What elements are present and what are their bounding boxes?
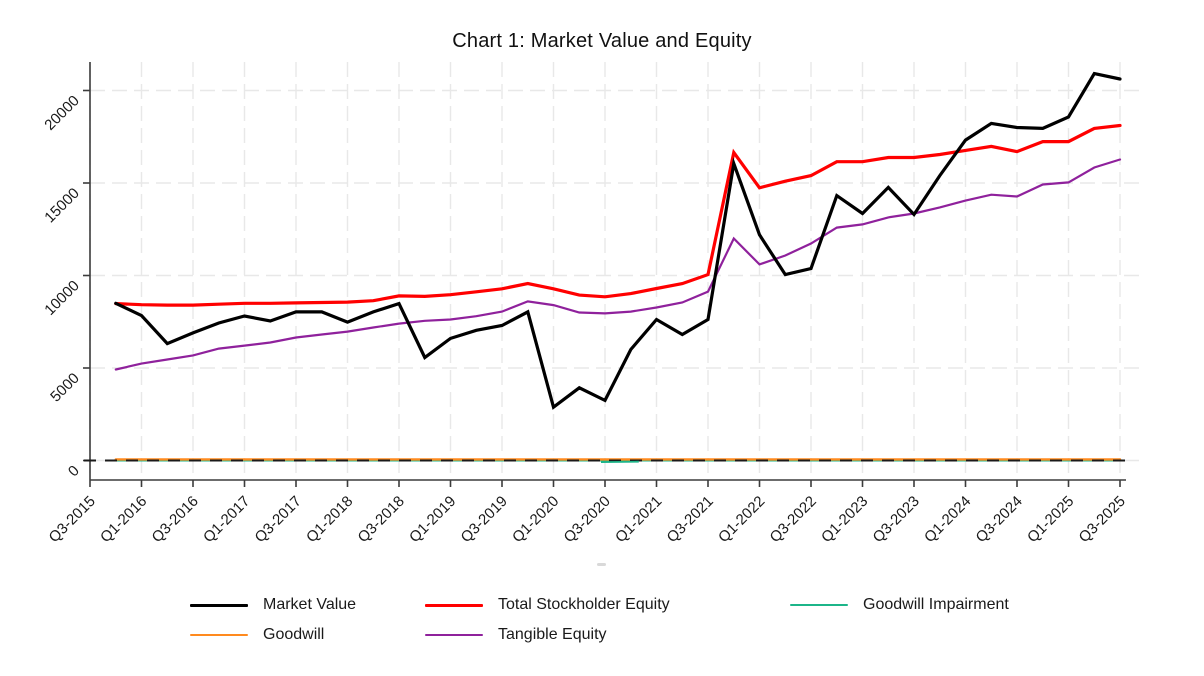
legend-label-goodwill: Goodwill bbox=[263, 626, 325, 643]
axes bbox=[83, 62, 1126, 487]
x-tick-label: Q3-2024 bbox=[973, 493, 1026, 546]
x-tick-label: Q1-2024 bbox=[921, 493, 974, 546]
legend-label-goodwill-impairment: Goodwill Impairment bbox=[863, 596, 1009, 613]
x-tick-label: Q3-2016 bbox=[149, 493, 202, 546]
x-tick-label: Q3-2019 bbox=[458, 493, 511, 546]
x-tick-label: Q1-2016 bbox=[97, 493, 150, 546]
legend-key-tangible-equity bbox=[425, 634, 483, 636]
x-tick-label: Q1-2022 bbox=[715, 493, 768, 546]
legend-label-total-stockholder-equity: Total Stockholder Equity bbox=[498, 596, 670, 613]
x-tick-label: Q3-2017 bbox=[252, 493, 305, 546]
y-tick-label: 20000 bbox=[41, 92, 83, 134]
legend-key-goodwill-impairment bbox=[790, 604, 848, 606]
series-line-market-value bbox=[114, 71, 1122, 410]
legend-item-total-stockholder-equity: Total Stockholder Equity bbox=[425, 594, 670, 616]
x-tick-label: Q1-2019 bbox=[406, 493, 459, 546]
x-tick-label: Q1-2023 bbox=[818, 493, 871, 546]
x-tick-label: Q3-2021 bbox=[664, 493, 717, 546]
y-tick-label: 5000 bbox=[47, 370, 83, 406]
y-tick-labels: 0 5000 10000 15000 20000 bbox=[41, 92, 83, 480]
x-tick-label: Q3-2022 bbox=[767, 493, 820, 546]
x-tick-label: Q3-2018 bbox=[355, 493, 408, 546]
legend-key-market-value bbox=[190, 603, 248, 607]
gridlines bbox=[89, 62, 1140, 478]
legend-item-tangible-equity: Tangible Equity bbox=[425, 624, 607, 646]
x-tick-label: Q3-2015 bbox=[46, 493, 99, 546]
chart-legend: Market Value Total Stockholder Equity Good… bbox=[0, 586, 1204, 666]
legend-label-market-value: Market Value bbox=[263, 596, 357, 613]
x-tick-label: Q1-2020 bbox=[509, 493, 562, 546]
stray-artifact bbox=[597, 563, 606, 566]
x-tick-label: Q3-2023 bbox=[870, 493, 923, 546]
series-line-total-stockholder-equity bbox=[114, 123, 1122, 307]
chart-title: Chart 1: Market Value and Equity bbox=[452, 30, 752, 52]
x-tick-label: Q3-2025 bbox=[1076, 493, 1129, 546]
legend-key-total-stockholder-equity bbox=[425, 603, 483, 607]
legend-item-market-value: Market Value bbox=[190, 594, 356, 616]
legend-item-goodwill: Goodwill bbox=[190, 624, 324, 646]
x-tick-label: Q1-2021 bbox=[612, 493, 665, 546]
x-tick-label: Q1-2018 bbox=[303, 493, 356, 546]
y-tick-label: 15000 bbox=[41, 185, 83, 227]
x-tick-labels: Q3-2015Q1-2016Q3-2016Q1-2017Q3-2017Q1-20… bbox=[46, 493, 1129, 546]
series-line-tangible-equity bbox=[114, 158, 1122, 371]
legend-item-goodwill-impairment: Goodwill Impairment bbox=[790, 594, 1009, 616]
legend-key-goodwill bbox=[190, 634, 248, 636]
x-tick-label: Q1-2025 bbox=[1024, 493, 1077, 546]
x-tick-label: Q1-2017 bbox=[200, 493, 253, 546]
chart-canvas: 05000100001500020000Q3-2015Q1-2016Q3-201… bbox=[41, 62, 1140, 566]
x-tick-label: Q3-2020 bbox=[561, 493, 614, 546]
legend-label-tangible-equity: Tangible Equity bbox=[498, 626, 607, 643]
y-tick-label: 0 bbox=[65, 462, 83, 480]
y-tick-label: 10000 bbox=[41, 277, 83, 319]
